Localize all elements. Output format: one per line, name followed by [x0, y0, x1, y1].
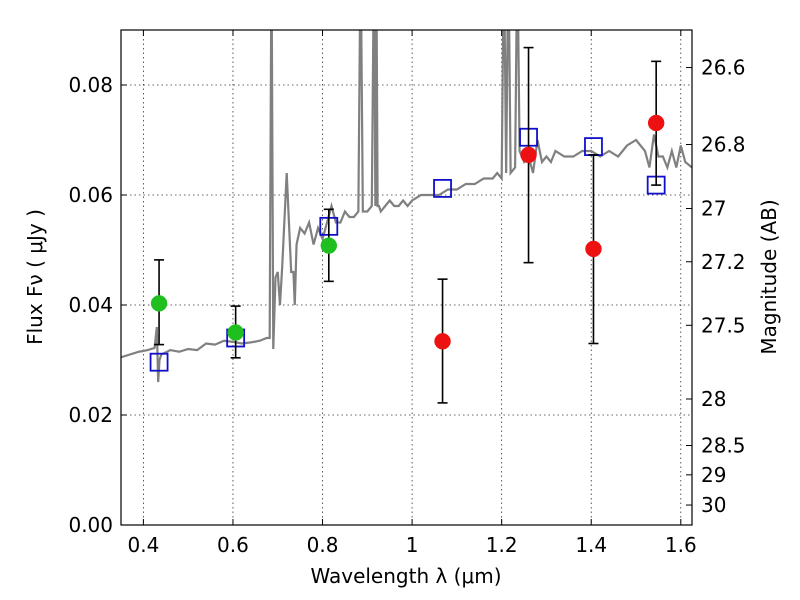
model-square-point — [433, 178, 452, 198]
x-tick-label: 1 — [406, 533, 419, 557]
observed-flux-point — [434, 333, 451, 350]
magnitude-tick-labels: 26.6 26.8 27 27.2 27.5 28 28.5 29 30 — [701, 56, 746, 518]
magnitude-tick-label: 26.8 — [701, 132, 746, 156]
y-tick-labels: 0.00 0.02 0.04 0.06 0.08 — [68, 73, 113, 537]
observed-flux-point — [150, 295, 168, 312]
x-tick-label: 0.4 — [127, 533, 159, 557]
x-tick-label: 0.6 — [217, 533, 249, 557]
y-tick-label: 0.02 — [68, 403, 113, 427]
y-tick-label: 0.06 — [68, 183, 113, 207]
y-tick-label: 0.00 — [68, 513, 113, 537]
x-tick-label: 1.2 — [486, 533, 518, 557]
magnitude-axis-title: Magnitude (AB) — [757, 199, 781, 354]
magnitude-tick-label: 27.5 — [701, 313, 746, 337]
y-tick-label: 0.04 — [68, 293, 113, 317]
observed-flux-point — [520, 146, 537, 164]
spectrum-line — [121, 30, 692, 383]
model-spectrum — [121, 30, 692, 383]
x-axis-title: Wavelength λ (μm) — [310, 564, 501, 588]
axis-ticks — [121, 30, 692, 526]
x-tick-label: 1.4 — [575, 533, 607, 557]
magnitude-tick-label: 28 — [701, 387, 726, 411]
y-axis-title: Flux Fν ( μJy ) — [23, 209, 47, 345]
plot-frame — [120, 29, 693, 526]
grid-lines — [121, 30, 692, 525]
magnitude-tick-label: 30 — [701, 493, 726, 517]
magnitude-tick-label: 27.2 — [701, 250, 746, 274]
x-tick-label: 1.6 — [665, 533, 697, 557]
x-tick-label: 0.8 — [307, 533, 339, 557]
magnitude-tick-label: 29 — [701, 463, 726, 487]
y-tick-label: 0.08 — [68, 73, 113, 97]
observed-flux-point — [585, 240, 602, 258]
x-tick-labels: 0.4 0.6 0.8 1 1.2 1.4 1.6 — [127, 533, 696, 557]
magnitude-tick-label: 27 — [701, 197, 726, 221]
magnitude-tick-label: 26.6 — [701, 56, 746, 80]
model-square-point — [149, 352, 169, 372]
observed-flux-point — [647, 114, 665, 132]
observed-flux-point — [227, 324, 244, 341]
observed-flux-point — [320, 237, 338, 254]
data-points — [149, 46, 666, 404]
magnitude-tick-label: 28.5 — [701, 434, 746, 458]
